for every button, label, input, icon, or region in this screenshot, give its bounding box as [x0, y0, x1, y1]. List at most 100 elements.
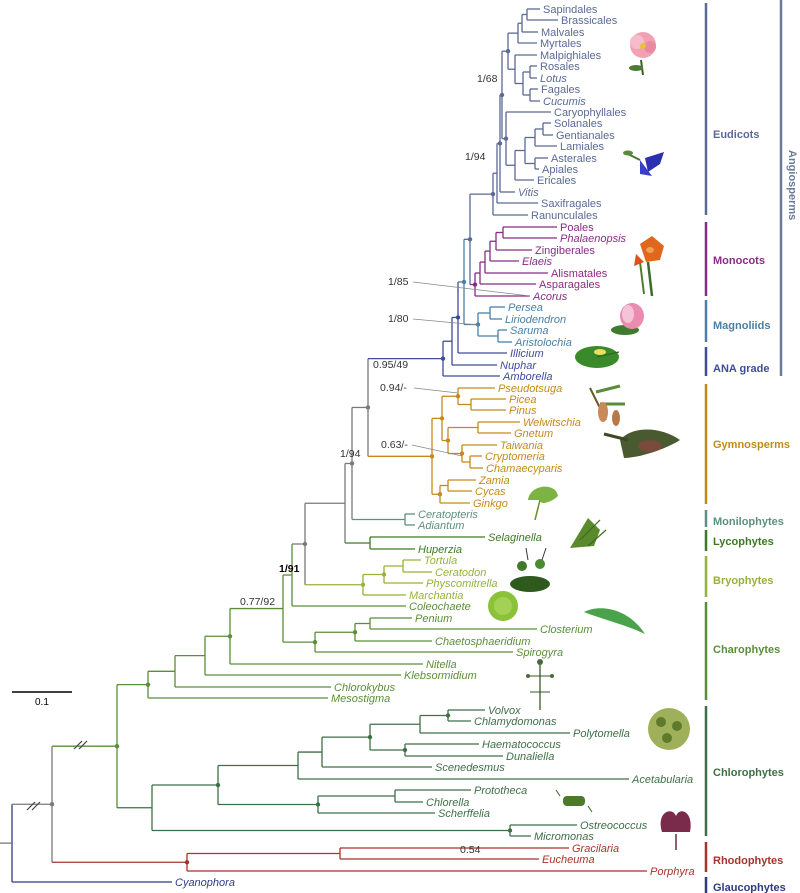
red-alga-illustration	[660, 811, 691, 850]
tip-label-volvox: Volvox	[488, 705, 521, 717]
node-dot	[352, 630, 358, 635]
node-dot	[461, 279, 467, 285]
tip-label-zingiberales: Zingiberales	[535, 245, 595, 257]
tip-label-porphyra: Porphyra	[650, 866, 695, 878]
scenedesmus-illustration	[555, 789, 593, 813]
tip-label-gracilaria: Gracilaria	[572, 843, 619, 855]
tip-label-alismatales: Alismatales	[551, 268, 608, 280]
node-dot	[440, 356, 446, 361]
tip-label-cycas: Cycas	[475, 486, 506, 498]
tip-label-prototheca: Prototheca	[474, 785, 527, 797]
tip-label-phalaenopsis: Phalaenopsis	[560, 233, 627, 245]
tip-label-asparagales: Asparagales	[539, 279, 601, 291]
tip-label-chamaecyparis: Chamaecyparis	[486, 463, 563, 475]
tip-label-acetabularia: Acetabularia	[631, 774, 693, 786]
tip-label-saxifragales: Saxifragales	[541, 198, 602, 210]
tip-label-spirogyra: Spirogyra	[516, 647, 563, 659]
tip-label-elaeis: Elaeis	[522, 256, 552, 268]
tip-label-lamiales: Lamiales	[560, 141, 605, 153]
node-dot	[184, 860, 190, 865]
support-value-magnoliids: 1/80	[388, 313, 409, 325]
node-dot	[445, 438, 451, 443]
node-dot	[437, 492, 443, 497]
group-label-angiosperms: Angiosperms	[786, 150, 798, 220]
support-leader-line	[412, 318, 479, 326]
support-leader-line	[412, 281, 531, 297]
ginkgo-leaf-illustration	[528, 486, 558, 521]
tip-label-solanales: Solanales	[554, 118, 603, 130]
tip-label-apiales: Apiales	[542, 164, 579, 176]
node-dot	[315, 802, 321, 807]
chara-illustration	[526, 659, 554, 710]
tip-label-fagales: Fagales	[541, 84, 581, 96]
tip-label-brassicales: Brassicales	[561, 15, 618, 27]
tip-label-chlamydomonas: Chlamydomonas	[474, 716, 557, 728]
tip-label-cyanophora: Cyanophora	[175, 877, 235, 889]
clade-label-monocots: Monocots	[713, 255, 765, 267]
conifer-branch-illustration	[589, 384, 625, 426]
clade-label-eudicots: Eudicots	[713, 129, 759, 141]
tip-label-saruma: Saruma	[510, 325, 549, 337]
tip-label-acorus: Acorus	[532, 291, 568, 303]
tip-label-klebsormidium: Klebsormidium	[404, 670, 477, 682]
welwitschia-illustration	[603, 429, 680, 458]
node-dot	[365, 405, 371, 410]
tip-label-scenedesmus: Scenedesmus	[435, 762, 505, 774]
tip-label-cryptomeria: Cryptomeria	[485, 451, 545, 463]
clade-label-gymnosperms: Gymnosperms	[713, 439, 790, 451]
tip-label-chlorella: Chlorella	[426, 797, 469, 809]
coleochaete-cell-illustration	[488, 591, 518, 621]
support-values: 1/68 1/94 1/85 1/80 0.95/49 0.94/- 0.63/- 1/94 1…	[240, 73, 531, 856]
clade-label-bryophytes: Bryophytes	[713, 575, 774, 587]
tip-label-chaetosphaeridium: Chaetosphaeridium	[435, 636, 530, 648]
tip-label-eucheuma: Eucheuma	[542, 854, 595, 866]
tip-labels: SapindalesBrassicalesMalvalesMyrtalesMal…	[175, 4, 695, 889]
support-value-seed: 1/94	[340, 448, 361, 460]
tip-label-ceratopteris: Ceratopteris	[418, 509, 478, 521]
node-dot	[505, 48, 511, 54]
node-dot	[360, 582, 366, 587]
tip-label-micromonas: Micromonas	[534, 831, 594, 843]
tip-label-marchantia: Marchantia	[409, 590, 463, 602]
node-dot	[472, 282, 478, 287]
tip-label-caryophyllales: Caryophyllales	[554, 107, 627, 119]
support-value-land: 1/91	[279, 563, 300, 575]
tip-label-aristolochia: Aristolochia	[514, 337, 572, 349]
tip-label-nitella: Nitella	[426, 659, 457, 671]
water-lily-pad-illustration	[575, 346, 620, 368]
node-dot	[455, 394, 461, 399]
tip-label-penium: Penium	[415, 613, 452, 625]
node-dot	[402, 747, 408, 753]
tip-label-sapindales: Sapindales	[543, 4, 598, 16]
tip-label-haematococcus: Haematococcus	[482, 739, 561, 751]
closterium-cell-illustration	[584, 608, 645, 634]
node-dot	[312, 639, 318, 645]
support-leader-line	[413, 387, 459, 394]
tip-label-ostreococcus: Ostreococcus	[580, 820, 648, 832]
node-dot	[475, 322, 481, 327]
node-dot	[367, 734, 373, 740]
tip-label-closterium: Closterium	[540, 624, 593, 636]
tip-label-ranunculales: Ranunculales	[531, 210, 598, 222]
tip-label-lotus: Lotus	[540, 73, 567, 85]
tip-label-selaginella: Selaginella	[488, 532, 542, 544]
clade-label-magnoliids: Magnoliids	[713, 320, 770, 332]
tip-label-ericales: Ericales	[537, 175, 577, 187]
selaginella-illustration	[570, 518, 607, 548]
node-dot	[459, 451, 465, 456]
support-value-angio: 0.95/49	[373, 359, 408, 371]
tip-label-rosales: Rosales	[540, 61, 580, 73]
tip-label-nuphar: Nuphar	[500, 360, 537, 372]
tip-label-physcomitrella: Physcomitrella	[426, 578, 498, 590]
node-dot	[445, 713, 451, 718]
node-dot	[490, 191, 496, 197]
node-dot	[499, 92, 505, 98]
branch-break-marks	[26, 740, 88, 811]
tree-branches	[0, 8, 647, 883]
moss-illustration	[510, 547, 550, 592]
node-dot	[114, 744, 120, 749]
node-dot	[227, 634, 233, 639]
node-dot	[429, 454, 435, 459]
node-dot	[302, 541, 308, 547]
tip-label-liriodendron: Liriodendron	[505, 314, 566, 326]
